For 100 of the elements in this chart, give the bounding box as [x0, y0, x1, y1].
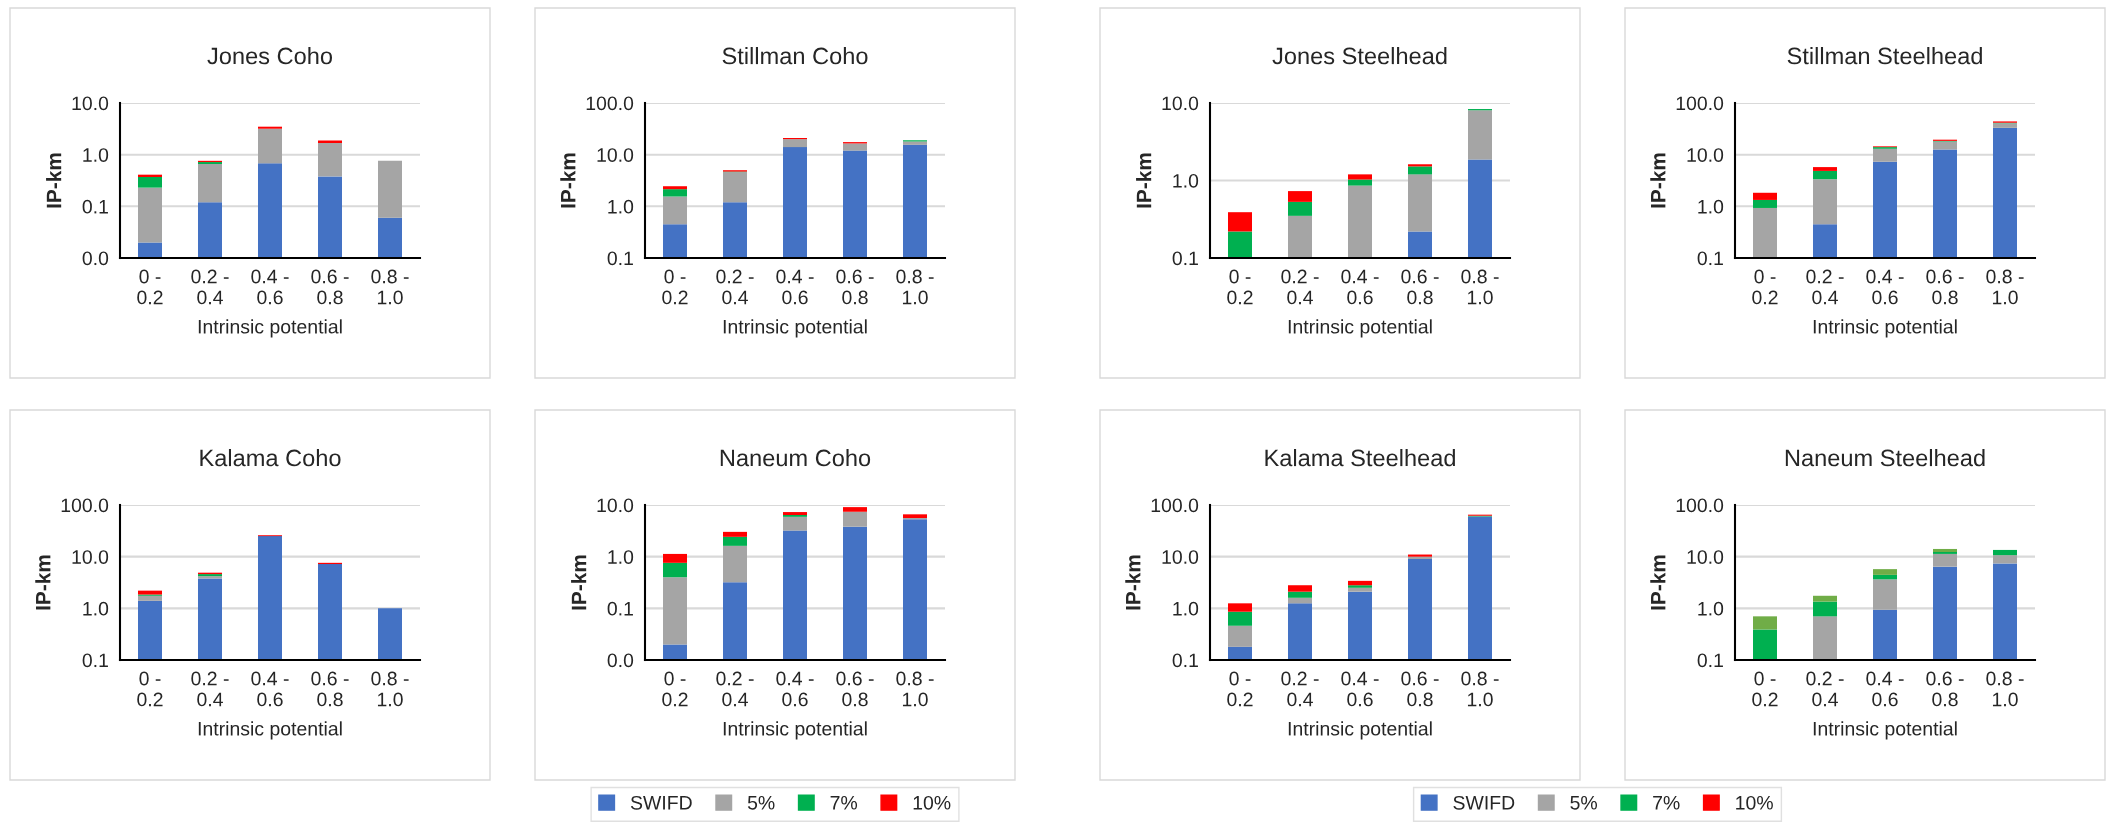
x-tick-label: 0.8 - 1.0 [896, 671, 934, 707]
y-tick-label: 1.0 [1698, 199, 1724, 214]
legend-label: 5% [1570, 795, 1598, 810]
y-tick-label: 0.1 [82, 199, 108, 214]
x-axis-title: Intrinsic potential [198, 721, 342, 740]
y-axis-title: IP-km [1650, 153, 1666, 208]
x-tick-label: 0.6 - 0.8 [836, 671, 874, 707]
legend-label: 7% [830, 795, 858, 810]
y-tick-label: 100.0 [61, 498, 109, 513]
x-tick-label: 0.6 - 0.8 [311, 269, 349, 305]
x-tick-label: 0.8 - 1.0 [1461, 671, 1499, 707]
x-tick-label: 0.4 - 0.6 [251, 671, 289, 707]
y-tick-label: 10.0 [1687, 550, 1724, 564]
chart-title: Kalama Steelhead [1265, 449, 1455, 467]
x-tick-label: 0.2 - 0.4 [716, 671, 754, 707]
y-axis-title: IP-km [1125, 555, 1141, 610]
y-tick-label: 0.1 [1697, 251, 1723, 266]
y-tick-label: 0.0 [82, 251, 109, 266]
x-tick-label: 0.4 - 0.6 [1341, 269, 1379, 305]
legend-label: 10% [1736, 795, 1773, 810]
x-tick-label: 0.8 - 1.0 [371, 269, 409, 305]
y-tick-label: 1.0 [1173, 601, 1199, 616]
x-axis-title: Intrinsic potential [1288, 721, 1432, 740]
y-tick-label: 1.0 [1698, 601, 1724, 616]
y-tick-label: 0.1 [607, 601, 633, 616]
y-tick-label: 10.0 [72, 550, 109, 564]
y-tick-label: 10.0 [1162, 550, 1199, 564]
legend-label: 10% [913, 795, 951, 810]
y-tick-label: 100.0 [1676, 96, 1724, 111]
x-tick-label: 0.6 - 0.8 [1401, 269, 1439, 305]
x-tick-label: 0.4 - 0.6 [776, 269, 814, 305]
x-tick-label: 0.2 - 0.4 [716, 269, 754, 305]
x-axis-title: Intrinsic potential [723, 319, 867, 338]
chart-title: Stillman Coho [722, 47, 868, 65]
x-tick-label: 0.4 - 0.6 [1341, 671, 1379, 707]
x-tick-label: 0.4 - 0.6 [1866, 269, 1904, 305]
y-tick-label: 1.0 [1173, 173, 1199, 188]
y-tick-label: 10.0 [597, 148, 634, 162]
x-tick-label: 0.6 - 0.8 [1401, 671, 1439, 707]
x-tick-label: 0.6 - 0.8 [1926, 671, 1964, 707]
x-tick-label: 0.8 - 1.0 [371, 671, 409, 707]
x-axis-title: Intrinsic potential [1813, 721, 1957, 740]
legend-label: 7% [1653, 795, 1680, 810]
chart-title: Naneum Steelhead [1785, 449, 1985, 467]
x-tick-label: 0 - 0.2 [662, 671, 688, 707]
chart-title: Jones Coho [207, 47, 333, 65]
x-tick-label: 0.6 - 0.8 [311, 671, 349, 707]
legend-label: SWIFD [1453, 795, 1515, 810]
x-tick-label: 0.6 - 0.8 [836, 269, 874, 305]
y-axis-title: IP-km [560, 153, 576, 208]
chart-title: Jones Steelhead [1272, 47, 1447, 65]
y-tick-label: 0.1 [607, 251, 633, 266]
y-tick-label: 100.0 [586, 96, 634, 111]
y-tick-label: 1.0 [83, 601, 109, 616]
y-tick-label: 0.1 [1697, 653, 1723, 668]
y-tick-label: 1.0 [608, 550, 634, 564]
x-tick-label: 0.2 - 0.4 [1281, 269, 1319, 305]
x-tick-label: 0 - 0.2 [1752, 671, 1778, 707]
y-tick-label: 100.0 [1151, 498, 1199, 513]
x-tick-label: 0.2 - 0.4 [1806, 269, 1844, 305]
x-tick-label: 0.6 - 0.8 [1926, 269, 1964, 305]
x-tick-label: 0.4 - 0.6 [776, 671, 814, 707]
y-tick-label: 10.0 [72, 96, 109, 111]
y-axis-title: IP-km [46, 153, 62, 208]
x-tick-label: 0 - 0.2 [1227, 671, 1253, 707]
chart-title: Naneum Coho [720, 449, 871, 467]
x-axis-title: Intrinsic potential [198, 319, 342, 338]
x-axis-title: Intrinsic potential [1813, 319, 1957, 338]
x-tick-label: 0.2 - 0.4 [191, 671, 229, 707]
y-axis-title: IP-km [35, 555, 51, 610]
y-tick-label: 0.1 [1172, 251, 1198, 266]
x-tick-label: 0.2 - 0.4 [191, 269, 229, 305]
y-axis-title: IP-km [571, 555, 587, 610]
x-tick-label: 0 - 0.2 [137, 671, 163, 707]
y-tick-label: 10.0 [1687, 148, 1724, 162]
y-axis-title: IP-km [1136, 153, 1152, 208]
x-tick-label: 0 - 0.2 [137, 269, 163, 305]
chart-title: Stillman Steelhead [1787, 47, 1982, 65]
x-tick-label: 0.8 - 1.0 [1986, 269, 2024, 305]
x-tick-label: 0.4 - 0.6 [1866, 671, 1904, 707]
x-tick-label: 0 - 0.2 [662, 269, 688, 305]
chart-title: Kalama Coho [200, 449, 341, 467]
y-tick-label: 0.0 [607, 653, 634, 668]
x-axis-title: Intrinsic potential [723, 721, 867, 740]
y-tick-label: 0.1 [1172, 653, 1198, 668]
legend-label: 5% [747, 795, 775, 810]
x-tick-label: 0.2 - 0.4 [1806, 671, 1844, 707]
y-tick-label: 1.0 [608, 199, 634, 214]
legend-label: SWIFD [630, 795, 692, 810]
x-tick-label: 0.8 - 1.0 [896, 269, 934, 305]
y-tick-label: 10.0 [597, 498, 634, 513]
x-tick-label: 0.4 - 0.6 [251, 269, 289, 305]
y-tick-label: 1.0 [83, 148, 109, 162]
y-tick-label: 10.0 [1162, 96, 1199, 111]
x-axis-title: Intrinsic potential [1288, 319, 1432, 338]
x-tick-label: 0.8 - 1.0 [1461, 269, 1499, 305]
y-axis-title: IP-km [1650, 555, 1666, 610]
x-tick-label: 0.2 - 0.4 [1281, 671, 1319, 707]
x-tick-label: 0 - 0.2 [1752, 269, 1778, 305]
x-tick-label: 0.8 - 1.0 [1986, 671, 2024, 707]
